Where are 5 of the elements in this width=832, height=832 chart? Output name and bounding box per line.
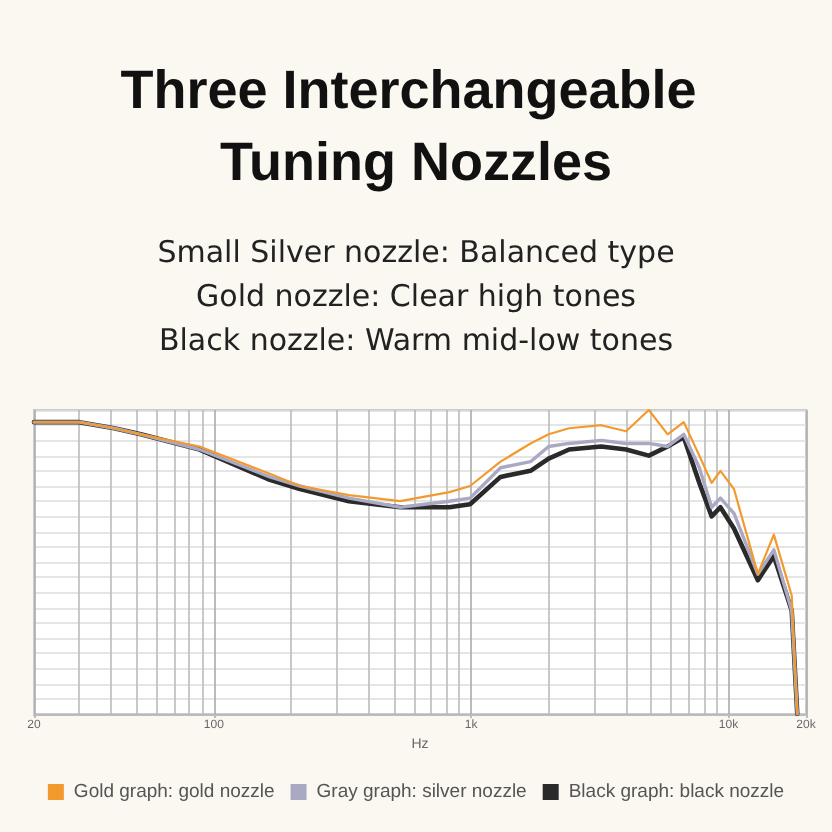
chart-subtitle: Small Silver nozzle: Balanced type Gold nozzle: Clear high tones Black nozzle: Warm mid-low tones — [157, 234, 675, 358]
chart-title: Three Interchangeable Tuning Nozzles — [120, 60, 712, 192]
legend-label: Black graph: black nozzle — [568, 781, 785, 803]
legend-label: Gray graph: silver nozzle — [316, 781, 527, 803]
legend-label: Gold graph: gold nozzle — [73, 781, 275, 803]
